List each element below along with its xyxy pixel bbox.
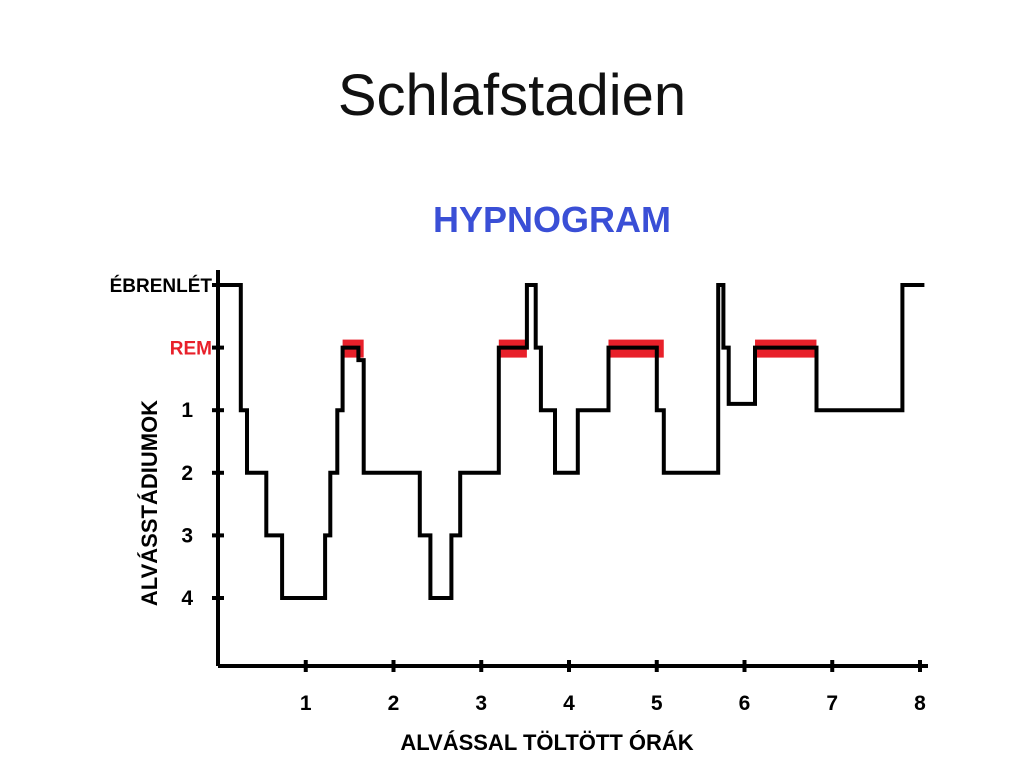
- x-tick-label-8: 8: [914, 692, 926, 715]
- ticks: 1 2 3 4 5 6 7 8 ÉBRENLÉT REM 1 2 3 4: [110, 275, 927, 715]
- x-tick-label-2: 2: [388, 692, 400, 715]
- x-axis-label: ALVÁSSAL TÖLTÖTT ÓRÁK: [400, 730, 693, 755]
- x-tick-label-7: 7: [826, 692, 838, 715]
- x-tick-label-3: 3: [475, 692, 487, 715]
- y-tick-label-3: 1: [181, 399, 193, 422]
- x-tick-label-6: 6: [739, 692, 751, 715]
- x-tick-label-1: 1: [300, 692, 312, 715]
- x-tick-label-4: 4: [563, 692, 575, 715]
- chart-title: HYPNOGRAM: [433, 199, 671, 240]
- rem-periods: [342, 339, 817, 358]
- hypnogram-line-1: [221, 283, 925, 600]
- axes: [216, 270, 928, 668]
- series: [221, 283, 925, 600]
- x-tick-label-5: 5: [651, 692, 663, 715]
- slide-title: Schlafstadien: [337, 63, 687, 128]
- y-tick-label-5: 3: [181, 524, 193, 547]
- y-tick-label-2: REM: [170, 339, 212, 360]
- y-tick-label-6: 4: [181, 587, 193, 610]
- y-axis-label: ALVÁSSTÁDIUMOK: [137, 400, 162, 606]
- y-tick-label-4: 2: [181, 462, 193, 485]
- y-tick-label-1: ÉBRENLÉT: [110, 275, 213, 297]
